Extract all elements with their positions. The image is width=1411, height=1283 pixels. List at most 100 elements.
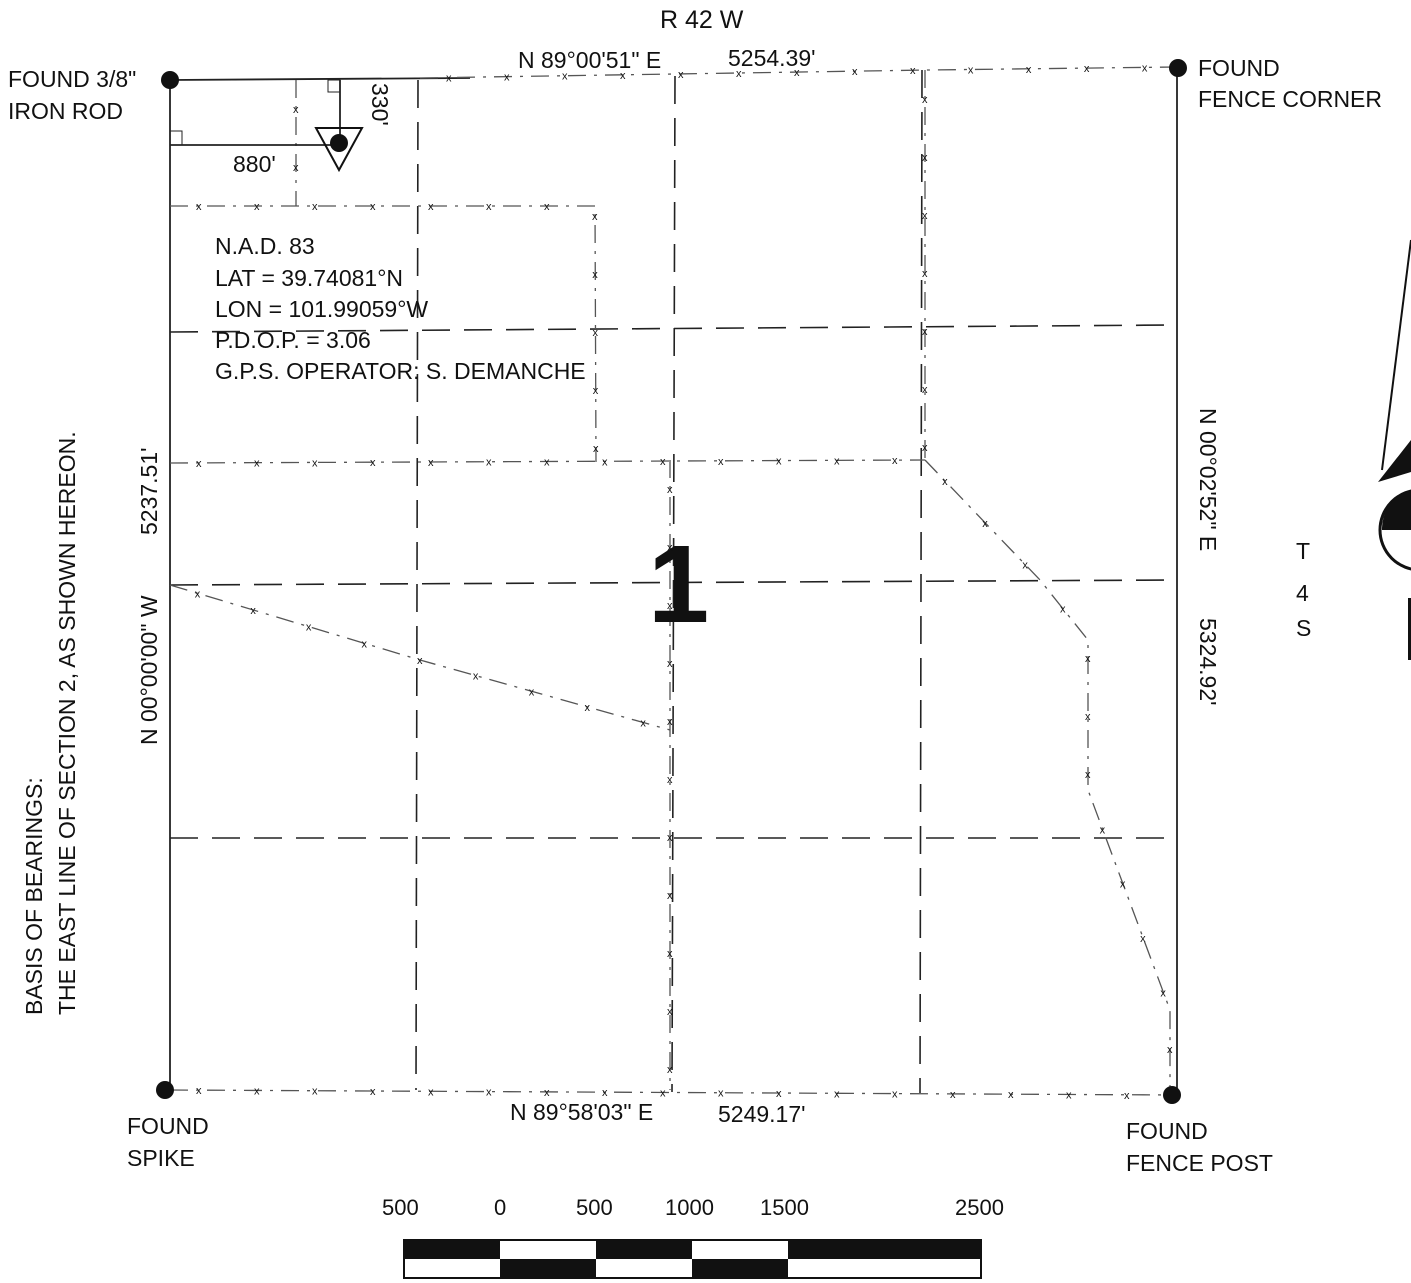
basis-of-bearings-text: THE EAST LINE OF SECTION 2, AS SHOWN HER… [54,431,80,1015]
fence-x-marker: x [667,832,673,844]
se-corner-label-1: FOUND [1126,1118,1208,1144]
fence-x-marker: x [544,457,550,469]
fence-x-marker: x [544,1087,550,1099]
fence-x-marker: x [910,65,916,77]
fence-x-marker: x [306,622,312,634]
nw-corner-label-2: IRON ROD [8,98,123,124]
fence-x-marker: x [593,385,599,397]
fence-lines [169,66,1178,1096]
fence-x-marker: x [950,1089,956,1101]
fence-x-marker: x [370,1086,376,1098]
fence-x-marker: x [942,476,948,488]
nw-corner-monument-icon [161,71,179,89]
fence-x-marker: x [660,456,666,468]
fence-x-marker: x [1160,987,1166,999]
fence-x-marker: x [504,72,510,84]
gps-pdop: P.D.O.P. = 3.06 [215,327,371,353]
township-label-s: S [1296,615,1311,641]
fence-x-marker: x [473,671,479,683]
township-label-t: T [1296,538,1310,564]
fence-x-marker: x [776,456,782,468]
fence-x-marker: x [293,104,299,116]
scale-label-1000: 1000 [665,1195,714,1220]
fence-x-marker: x [486,201,492,213]
fence-x-marker: x [660,1087,666,1099]
fence-x-marker: x [640,718,646,730]
fence-x-marker: x [922,384,928,396]
scale-label-2500: 2500 [955,1195,1004,1220]
fence-x-marker: x [428,201,434,213]
aliquot-lines [169,69,1178,1094]
fence-x-marker: x [602,456,608,468]
township-label-number: 4 [1296,580,1309,606]
fence-x-marker: x [370,457,376,469]
offset-330-label: 330' [367,83,393,126]
fence-x-marker: x [678,69,684,81]
well-location [169,79,364,173]
fence-x-marker: x [1142,62,1148,74]
fence-x-marker: x [196,201,202,213]
fence-x-marker: x [852,66,858,78]
north-arrow-circle [1378,489,1411,571]
fence-south [169,1089,1178,1096]
fence-north [419,66,1178,79]
fence-x-marker: x [428,457,434,469]
south-line-distance: 5249.17' [718,1101,806,1127]
fence-x-marker: x [922,152,928,164]
fence-x-marker: x [602,1087,608,1099]
fence-x-marker: x [834,1088,840,1100]
fence-x-marker: x [592,327,598,339]
gps-latitude: LAT = 39.74081°N [215,265,403,291]
right-angle-marker [169,130,183,146]
north-arrow-shaft [1381,239,1411,471]
fence-x-marker: x [667,658,673,670]
fence-x-marker: x [982,518,988,530]
fence-x-marker: x [667,600,673,612]
well-triangle-icon [314,127,364,173]
scale-bar-segment [596,1240,692,1259]
north-arrow-fill [1381,490,1411,530]
se-corner-monument-icon [1163,1086,1181,1104]
fence-x-marker: x [922,442,928,454]
sw-corner-label-1: FOUND [127,1113,209,1139]
scale-label-1500: 1500 [760,1195,809,1220]
fence-east-diagonal [924,459,1171,1090]
fence-x-marker: x [1085,711,1091,723]
north-line-distance: 5254.39' [728,45,816,71]
fence-x-marker: x [1008,1089,1014,1101]
scale-bar-segment [692,1259,788,1278]
fence-x-marker: x [370,201,376,213]
fence-x-marker: x [776,1088,782,1100]
south-line-bearing: N 89°58'03" E [510,1099,653,1125]
fence-x-marker: x [361,638,367,650]
fence-x-marker: x [794,67,800,79]
north-arrow-letter-stub [1408,598,1411,660]
fence-x-marker: x [718,1088,724,1100]
fence-x-marker: x [667,542,673,554]
fence-x-marker: x [1022,560,1028,572]
north-section-line-segment [169,77,471,81]
fence-x-marker: x [446,73,452,85]
fence-x-marker: x [1085,653,1091,665]
fence-x-marker: x [667,484,673,496]
fence-x-marker: x [544,201,550,213]
ne-corner-label-2: FENCE CORNER [1198,86,1382,112]
fence-x-marker: x [293,162,299,174]
fence-x-marker: x [593,443,599,455]
fence-x-marker: x [667,1006,673,1018]
aliquot-line-v1 [415,79,419,1091]
range-label: R 42 W [660,6,744,34]
nw-corner-label-1: FOUND 3/8" [8,66,136,92]
fence-x-marker: x [1167,1044,1173,1056]
aliquot-line-v2 [671,75,676,1093]
fence-x-marker: x [195,588,201,600]
gps-datum: N.A.D. 83 [215,233,315,259]
aliquot-line-v3 [919,69,923,1094]
fence-x-marker: x [1060,604,1066,616]
fence-x-marker: x [620,70,626,82]
ne-corner-monument-icon [1169,59,1187,77]
fence-x-marker: x [1120,879,1126,891]
right-angle-marker [327,79,341,93]
fence-x-marker: x [196,1085,202,1097]
